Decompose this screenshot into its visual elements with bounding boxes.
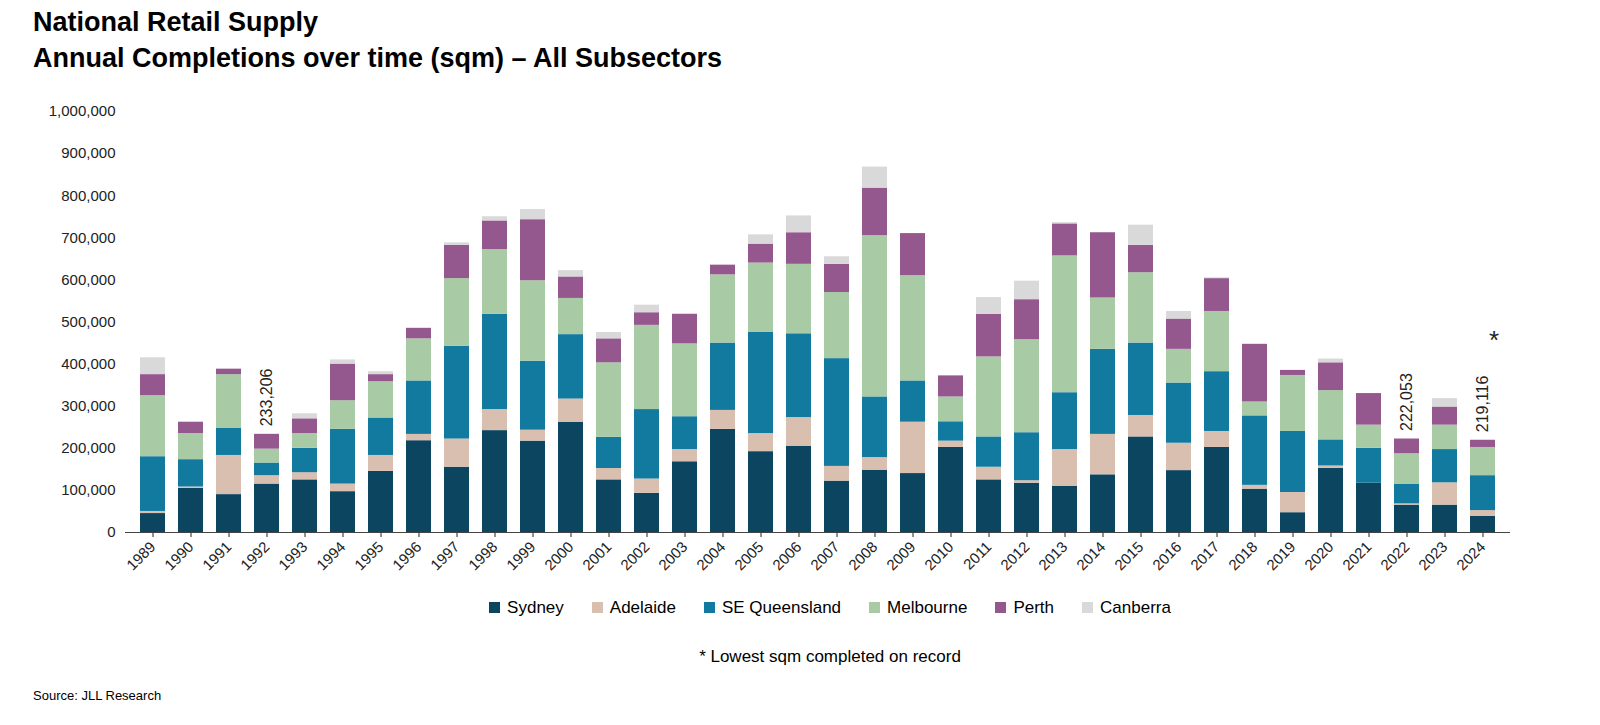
svg-text:2011: 2011 [960,538,995,573]
svg-text:2015: 2015 [1111,538,1147,574]
svg-text:0: 0 [107,523,115,540]
svg-text:1,000,000: 1,000,000 [49,102,116,119]
svg-text:2019: 2019 [1263,538,1299,574]
html-text:Canberra: Canberra [1100,598,1171,617]
svg-text:2001: 2001 [579,538,615,574]
svg-text:2013: 2013 [1035,538,1071,574]
svg-text:2020: 2020 [1301,538,1337,574]
svg-text:700,000: 700,000 [61,229,115,246]
svg-text:2005: 2005 [731,538,767,574]
svg-text:2006: 2006 [769,538,805,574]
svg-text:2021: 2021 [1339,538,1375,574]
svg-text:2017: 2017 [1187,538,1223,574]
svg-text:2002: 2002 [617,538,653,574]
svg-text:2012: 2012 [997,538,1033,574]
svg-text:2014: 2014 [1073,538,1109,574]
svg-text:400,000: 400,000 [61,355,115,372]
svg-text:1995: 1995 [351,538,387,574]
svg-text:1992: 1992 [237,538,273,574]
html-text:National Retail Supply: National Retail Supply [33,7,318,37]
svg-text:1998: 1998 [465,538,501,574]
svg-text:2004: 2004 [693,538,729,574]
svg-text:900,000: 900,000 [61,144,115,161]
svg-text:800,000: 800,000 [61,187,115,204]
svg-text:2009: 2009 [883,538,919,574]
svg-text:*: * [1489,325,1499,355]
svg-text:219,116: 219,116 [1474,376,1491,433]
svg-text:2007: 2007 [807,538,843,574]
svg-text:500,000: 500,000 [61,313,115,330]
svg-text:1989: 1989 [123,538,159,574]
html-text:Adelaide: Adelaide [609,598,676,617]
svg-text:1993: 1993 [275,538,311,574]
html-text:SE Queensland: SE Queensland [722,598,842,617]
html-text:Melbourne: Melbourne [887,598,968,617]
html-text:Annual Completions over time (: Annual Completions over time (sqm) – All… [33,43,723,73]
svg-text:600,000: 600,000 [61,271,115,288]
html-text:* Lowest sqm completed on reco: * Lowest sqm completed on record [699,647,961,666]
svg-text:233,206: 233,206 [258,368,275,426]
svg-text:2010: 2010 [921,538,957,574]
html-text:Sydney: Sydney [507,598,564,617]
svg-text:1996: 1996 [389,538,425,574]
html-text:Perth: Perth [1013,598,1054,617]
svg-text:222,053: 222,053 [1398,373,1415,431]
svg-text:2003: 2003 [655,538,691,574]
svg-text:2000: 2000 [541,538,577,574]
svg-text:1990: 1990 [161,538,197,574]
svg-text:2018: 2018 [1225,538,1261,574]
svg-text:1994: 1994 [313,538,349,574]
svg-text:1991: 1991 [199,538,235,574]
svg-text:2024: 2024 [1453,538,1489,574]
svg-text:2023: 2023 [1415,538,1451,574]
svg-text:2016: 2016 [1149,538,1185,574]
svg-text:100,000: 100,000 [61,481,115,498]
svg-text:200,000: 200,000 [61,439,115,456]
svg-text:1997: 1997 [427,538,463,574]
svg-text:2008: 2008 [845,538,881,574]
svg-text:1999: 1999 [503,538,539,574]
svg-text:300,000: 300,000 [61,397,115,414]
svg-text:2022: 2022 [1377,538,1413,574]
html-text:Source: JLL Research: Source: JLL Research [33,688,162,703]
